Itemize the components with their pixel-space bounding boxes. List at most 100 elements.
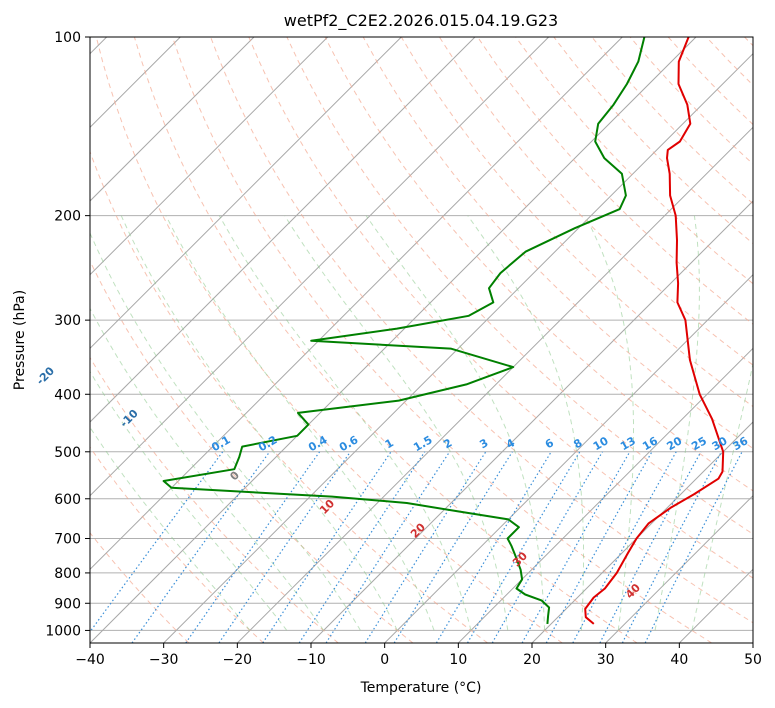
chart-title: wetPf2_C2E2.2026.015.04.19.G23: [284, 11, 558, 31]
mixing-ratio-label: 1.5: [411, 433, 434, 454]
y-tick-label: 700: [54, 532, 81, 548]
mixing-ratio-label: 0.6: [337, 433, 361, 454]
dry-adiabat-line: [90, 259, 414, 643]
background-lines: [90, 37, 753, 643]
dry-adiabat-line: [133, 37, 638, 643]
plot-frame: [89, 36, 754, 644]
mixing-ratio-label: 8: [571, 436, 584, 451]
y-tick-label: 400: [54, 387, 81, 403]
moist-adiabat-line: [218, 215, 472, 631]
mixing-ratio-label: 16: [640, 434, 660, 453]
mixing-ratio-label: 3: [477, 436, 490, 451]
dry-adiabat-line: [172, 37, 712, 643]
dry-adiabat-line: [705, 37, 753, 86]
mixing-ratio-line: [262, 451, 392, 643]
isotherm-gridline: [163, 52, 753, 643]
y-tick-label: 300: [54, 313, 81, 329]
dry-adiabat-line: [90, 446, 264, 643]
mixing-ratio-label: 10: [591, 434, 611, 453]
mixing-ratio-line: [435, 451, 552, 643]
y-tick-label: 1000: [45, 623, 81, 639]
isotherm-gridline: [90, 37, 329, 276]
dry-adiabat-label: -20: [34, 364, 57, 387]
isotherm-gridline: [90, 37, 255, 202]
mixing-ratio-label: 30: [710, 434, 730, 453]
moist-adiabat-line: [90, 426, 251, 631]
dry-adiabat-label: 20: [408, 520, 428, 540]
isotherm-gridline: [310, 200, 753, 643]
isotherm-gridline: [531, 421, 753, 643]
mixing-ratio-label: 20: [665, 434, 685, 453]
mixing-ratio-line: [572, 451, 677, 643]
mixing-ratio-line: [599, 451, 702, 643]
isotherm-gridline: [90, 37, 402, 350]
isotherm-gridline: [752, 642, 753, 643]
x-tick-label: 30: [597, 652, 615, 668]
y-tick-label: 200: [54, 209, 81, 225]
moist-adiabat-line: [90, 370, 288, 631]
mixing-ratio-label: 13: [618, 434, 638, 453]
moist-adiabat-line: [120, 215, 398, 631]
dry-adiabat-line: [362, 37, 753, 450]
dry-adiabat-line: [667, 37, 753, 126]
moist-adiabat-line: [584, 215, 634, 631]
dry-adiabat-line: [744, 37, 753, 47]
dry-adiabat-line: [591, 37, 753, 205]
isotherm-gridline: [236, 126, 753, 643]
mixing-ratio-line: [325, 451, 451, 643]
mixing-ratio-line: [364, 451, 487, 643]
y-tick-label: 900: [54, 596, 81, 612]
y-tick-label: 500: [54, 445, 81, 461]
y-tick-label: 600: [54, 492, 81, 508]
mixing-ratio-line: [90, 451, 224, 633]
moist-adiabat-line: [691, 361, 753, 631]
isotherm-gridline: [457, 347, 753, 643]
mixing-ratio-label: 0.1: [209, 433, 232, 454]
dry-adiabat-line: [553, 37, 753, 245]
isotherm-gridline: [90, 37, 476, 423]
isotherm-gridline: [678, 568, 753, 643]
x-axis-label: Temperature (°C): [360, 680, 482, 696]
line-labels: 0.10.20.40.611.52346810131620253036-100-…: [34, 364, 751, 601]
x-tick-label: 10: [449, 652, 467, 668]
mixing-ratio-line: [466, 451, 581, 643]
mixing-ratio-line: [521, 451, 631, 643]
y-axis-label: Pressure (hPa): [12, 290, 28, 390]
x-tick-label: 0: [380, 652, 389, 668]
dry-adiabat-line: [90, 532, 190, 643]
dry-adiabat-line: [400, 37, 753, 408]
x-tick-label: 40: [670, 652, 688, 668]
moist-adiabat-line: [654, 215, 700, 631]
mixing-ratio-line: [131, 451, 271, 643]
isotherm-gridline: [90, 37, 550, 497]
y-axis: 100 200 300 400 500 600 700 800 900 1000: [45, 30, 90, 639]
moist-adiabat-line: [365, 215, 546, 631]
mixing-ratio-label: 25: [689, 434, 709, 453]
y-tick-label: 800: [54, 566, 81, 582]
y-tick-label: 100: [54, 30, 81, 46]
grid-layer: [90, 37, 753, 643]
mixing-ratio-line: [545, 451, 653, 643]
dry-adiabat-label: 40: [623, 581, 643, 601]
x-tick-label: −10: [296, 652, 326, 668]
dry-adiabat-label: -10: [118, 407, 141, 430]
dry-adiabat-line: [210, 37, 753, 624]
isotherm-gridline: [384, 273, 753, 643]
mixing-ratio-line: [298, 451, 426, 643]
moist-adiabat-line: [90, 307, 325, 631]
x-tick-label: −20: [223, 652, 253, 668]
x-axis: −40 −30 −20 −10 0 10 20 30 40 50: [75, 643, 762, 668]
dry-adiabat-line: [248, 37, 753, 579]
mixing-ratio-line: [218, 451, 351, 643]
dry-adiabat-line: [90, 150, 488, 643]
isotherm-gridline: [90, 37, 697, 643]
moist-adiabat-line: [467, 215, 584, 631]
temperature-trace: [584, 37, 725, 625]
x-tick-label: −40: [75, 652, 105, 668]
moist-adiabat-line: [90, 231, 361, 631]
x-tick-label: 20: [523, 652, 541, 668]
x-tick-label: −30: [149, 652, 179, 668]
dry-adiabat-line: [515, 37, 753, 285]
x-tick-label: 50: [744, 652, 762, 668]
